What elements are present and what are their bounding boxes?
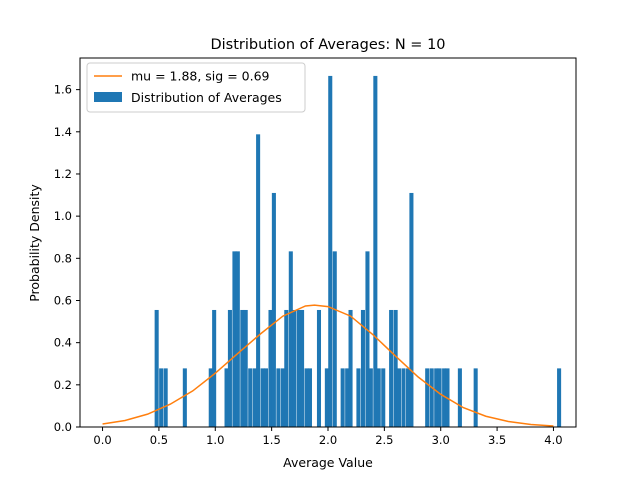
- histogram-bar: [208, 368, 213, 427]
- x-tick-label: 3.0: [432, 433, 450, 447]
- y-tick-label: 0.0: [54, 420, 72, 434]
- histogram-bar: [396, 368, 402, 427]
- x-tick-label: 4.0: [544, 433, 562, 447]
- y-tick-label: 1.4: [54, 125, 72, 139]
- x-tick-label: 3.5: [488, 433, 506, 447]
- histogram-bar: [263, 368, 269, 427]
- histogram-bar: [284, 309, 289, 427]
- histogram-bar: [557, 368, 562, 427]
- y-tick-label: 0.2: [54, 378, 72, 392]
- histogram-bar: [409, 192, 414, 427]
- x-tick-label: 0.5: [150, 433, 168, 447]
- histogram-bar: [348, 309, 353, 427]
- histogram-bar: [268, 309, 273, 427]
- histogram-bar: [212, 309, 217, 427]
- histogram-bar: [345, 368, 350, 427]
- histogram-bar: [425, 368, 430, 427]
- histogram-bar: [243, 309, 248, 427]
- histogram-bar: [406, 368, 411, 427]
- histogram-bar: [224, 368, 229, 427]
- histogram-bar: [154, 309, 159, 427]
- histogram-bar: [296, 309, 301, 427]
- histogram-bar: [300, 309, 305, 427]
- histogram-bar: [389, 309, 394, 427]
- y-axis-label: Probability Density: [27, 184, 42, 302]
- histogram-bar: [373, 75, 378, 428]
- histogram-bar: [442, 368, 447, 427]
- histogram-bar: [401, 368, 406, 427]
- y-tick-label: 0.6: [54, 293, 72, 307]
- histogram-bar: [307, 368, 312, 427]
- normal-fit-line: [102, 304, 554, 427]
- histogram-bar: [393, 309, 398, 427]
- histogram-bar: [248, 368, 253, 427]
- histogram-bar: [376, 368, 381, 427]
- histogram-bar: [252, 368, 257, 427]
- x-tick-label: 2.0: [319, 433, 337, 447]
- histogram-bar: [159, 368, 164, 427]
- x-tick-label: 2.5: [375, 433, 393, 447]
- histogram-bar: [324, 368, 329, 427]
- y-tick-label: 1.0: [54, 209, 72, 223]
- histogram-bar: [340, 368, 345, 427]
- histogram-bar: [163, 368, 168, 427]
- y-tick-label: 0.4: [54, 336, 72, 350]
- x-tick-label: 1.5: [262, 433, 280, 447]
- legend-box: [86, 62, 306, 113]
- histogram-bar: [365, 251, 370, 427]
- y-tick-label: 0.8: [54, 251, 72, 265]
- chart-title: Distribution of Averages: N = 10: [210, 37, 445, 53]
- histogram-bar: [360, 309, 365, 427]
- histogram-bar: [288, 251, 293, 427]
- x-axis-label: Average Value: [283, 455, 373, 470]
- histogram-bar: [227, 309, 232, 427]
- histogram-bar: [316, 309, 322, 427]
- histogram-bar: [332, 251, 337, 427]
- y-tick-label: 1.6: [54, 83, 72, 97]
- histogram-bar: [182, 368, 187, 427]
- histogram-bar: [271, 192, 276, 427]
- histogram-bar: [280, 368, 285, 427]
- histogram-bar: [457, 368, 462, 427]
- histogram-bar: [356, 368, 361, 427]
- y-tick-label: 1.2: [54, 167, 72, 181]
- x-tick-label: 1.0: [206, 433, 224, 447]
- x-tick-label: 0.0: [93, 433, 111, 447]
- histogram-bar: [235, 251, 240, 427]
- histogram-bar: [381, 368, 386, 427]
- legend-label-fit: mu = 1.88, sig = 0.69: [131, 69, 270, 84]
- legend: mu = 1.88, sig = 0.69 Distribution of Av…: [86, 62, 306, 113]
- histogram-bar: [240, 309, 245, 427]
- legend-swatch-bar: [94, 92, 122, 102]
- histogram-bar: [429, 368, 434, 427]
- legend-label-hist: Distribution of Averages: [131, 90, 282, 105]
- histogram-bar: [276, 368, 281, 427]
- histogram-bar: [232, 251, 237, 427]
- histogram-bar: [473, 368, 478, 427]
- histogram-bar: [260, 368, 265, 427]
- histogram-bar: [437, 368, 442, 427]
- histogram-bar: [434, 368, 439, 427]
- histogram-bar: [304, 368, 309, 427]
- plot-area: 0.0 0.5 1.0 1.5 2.0 2.5 3.0 3.5 4.0 0.0 0.2 0.4 0.6 0…: [54, 57, 577, 447]
- histogram-bar: [328, 75, 333, 428]
- histogram-bar: [368, 368, 373, 427]
- histogram-bar: [256, 134, 261, 427]
- histogram-bar: [292, 309, 297, 427]
